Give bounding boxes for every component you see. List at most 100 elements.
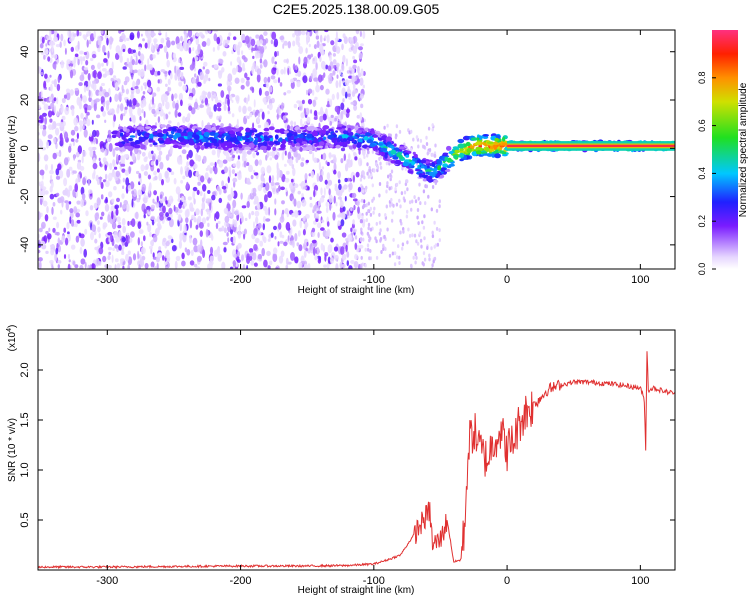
spectrogram-noise-cell: [82, 95, 87, 103]
spectrogram-noise-cell: [232, 235, 236, 245]
spectrogram-noise-cell: [206, 216, 210, 221]
spectrogram-noise-cell: [192, 77, 196, 84]
spectrogram-noise-cell: [79, 246, 83, 255]
spectrogram-noise-cell: [93, 103, 97, 112]
spectrogram-noise-cell: [431, 185, 435, 189]
spectrogram-noise-cell: [292, 33, 296, 38]
spectrogram-noise-cell: [69, 208, 74, 214]
spectrogram-ridge-cell: [297, 129, 302, 134]
spectrogram-noise-cell: [262, 223, 265, 231]
spectrogram-ridge-cell: [283, 130, 289, 134]
spectrogram-noise-cell: [266, 95, 271, 100]
spectrogram-noise-cell: [152, 54, 156, 59]
spectrogram-ridge-cell: [263, 138, 270, 142]
spectrogram-noise-cell: [339, 69, 342, 75]
spectrogram-noise-cell: [386, 184, 389, 189]
spectrogram-noise-cell: [325, 230, 329, 240]
spectrogram-noise-cell: [231, 169, 236, 175]
spectrogram-noise-cell: [143, 97, 146, 106]
spectrogram-ridge-cell: [335, 144, 341, 149]
spectrogram-ridge-cell: [305, 146, 312, 151]
spectrogram-noise-cell: [123, 199, 128, 206]
spectrogram-ridge-cell: [236, 132, 242, 135]
spectrogram-noise-cell: [426, 151, 429, 156]
spectrogram-noise-cell: [360, 227, 363, 232]
spectrogram-noise-cell: [52, 227, 56, 233]
spectrogram-ridge-cell: [220, 137, 225, 143]
spectrogram-noise-cell: [307, 88, 313, 94]
spectrogram-noise-cell: [217, 254, 223, 262]
spectrogram-noise-cell: [302, 75, 308, 84]
spectrogram-noise-cell: [55, 168, 60, 176]
spectrogram-ridge-cell: [499, 150, 505, 154]
spectrogram-noise-cell: [44, 164, 49, 171]
spectrogram-noise-cell: [369, 212, 373, 217]
spectrogram-noise-cell: [73, 206, 78, 214]
spectrogram-ridge-cell: [380, 147, 387, 151]
spectrogram-noise-cell: [416, 208, 420, 212]
spectrogram-noise-cell: [322, 113, 327, 121]
spectrogram-noise-cell: [104, 91, 110, 98]
spectrogram-noise-cell: [362, 221, 366, 228]
spectrogram-noise-cell: [167, 217, 172, 221]
spectrogram-ridge-cell: [151, 128, 156, 132]
spectrogram-ridge-cell: [377, 142, 384, 146]
spectrogram-noise-cell: [131, 190, 135, 195]
spectrogram-noise-cell: [137, 189, 143, 197]
spectrogram-noise-cell: [204, 30, 209, 35]
spectrogram-ridge-cell: [373, 134, 379, 138]
spectrogram-noise-cell: [87, 73, 91, 81]
spectrogram-noise-cell: [53, 105, 57, 114]
spectrogram-noise-cell: [70, 46, 75, 53]
spectrogram-noise-cell: [177, 213, 182, 221]
spectrogram-noise-cell: [145, 163, 149, 170]
spectrogram-noise-cell: [400, 191, 404, 196]
spectrogram-noise-cell: [366, 153, 369, 158]
spectrogram-ridge-cell: [440, 167, 447, 172]
spectrogram-noise-cell: [360, 103, 364, 109]
spectrogram-noise-cell: [223, 189, 227, 194]
spectrogram-noise-cell: [121, 32, 126, 41]
spectrogram-noise-cell: [316, 40, 320, 49]
spectrogram-ridge-cell: [145, 126, 151, 129]
spectrogram-noise-cell: [232, 260, 236, 267]
spectrogram-noise-cell: [182, 84, 187, 91]
spectrogram-noise-cell: [154, 122, 158, 127]
spectrogram-noise-cell: [364, 247, 367, 252]
spectrogram-noise-cell: [211, 194, 216, 201]
spectrogram-noise-cell: [56, 221, 60, 229]
spectrogram-noise-cell: [223, 104, 227, 111]
spectrogram-noise-cell: [274, 51, 278, 58]
spectrogram-noise-cell: [346, 210, 349, 217]
spectrogram-noise-cell: [205, 68, 210, 75]
spectrogram-ridge-cell: [200, 145, 205, 151]
spectrogram-noise-cell: [395, 182, 399, 187]
spectrogram-noise-cell: [167, 262, 170, 269]
spectrogram-noise-cell: [100, 194, 104, 200]
spectrogram-noise-cell: [162, 93, 167, 98]
spectrogram-noise-cell: [152, 92, 157, 97]
spectrogram-noise-cell: [75, 138, 79, 143]
spectrogram-noise-cell: [132, 188, 137, 198]
spectrogram-noise-cell: [192, 190, 196, 200]
spectrogram-noise-cell: [257, 124, 262, 129]
spectrogram-ridge-cell: [494, 137, 499, 142]
spectrogram-noise-cell: [367, 201, 370, 206]
spectrogram-noise-cell: [66, 59, 71, 65]
spectrogram-noise-cell: [294, 233, 298, 242]
spectrogram-noise-cell: [208, 30, 211, 35]
spectrogram-tone-core: [507, 144, 675, 148]
spectrogram-noise-cell: [285, 170, 290, 175]
spectrogram-noise-cell: [436, 242, 440, 247]
spectrogram-ridge-cell: [111, 131, 118, 135]
spectrogram-noise-cell: [127, 234, 131, 244]
spectrogram-noise-cell: [305, 247, 309, 252]
spectrogram-noise-cell: [42, 129, 47, 137]
spectrogram-noise-cell: [67, 234, 70, 238]
spectrogram-noise-cell: [290, 81, 295, 89]
spectrogram-noise-cell: [96, 178, 101, 186]
spectrogram-noise-cell: [52, 202, 56, 207]
spectrogram-noise-cell: [146, 221, 149, 226]
spectrogram-ridge-cell: [159, 144, 166, 148]
spectrogram-ridge-cell: [277, 138, 283, 142]
